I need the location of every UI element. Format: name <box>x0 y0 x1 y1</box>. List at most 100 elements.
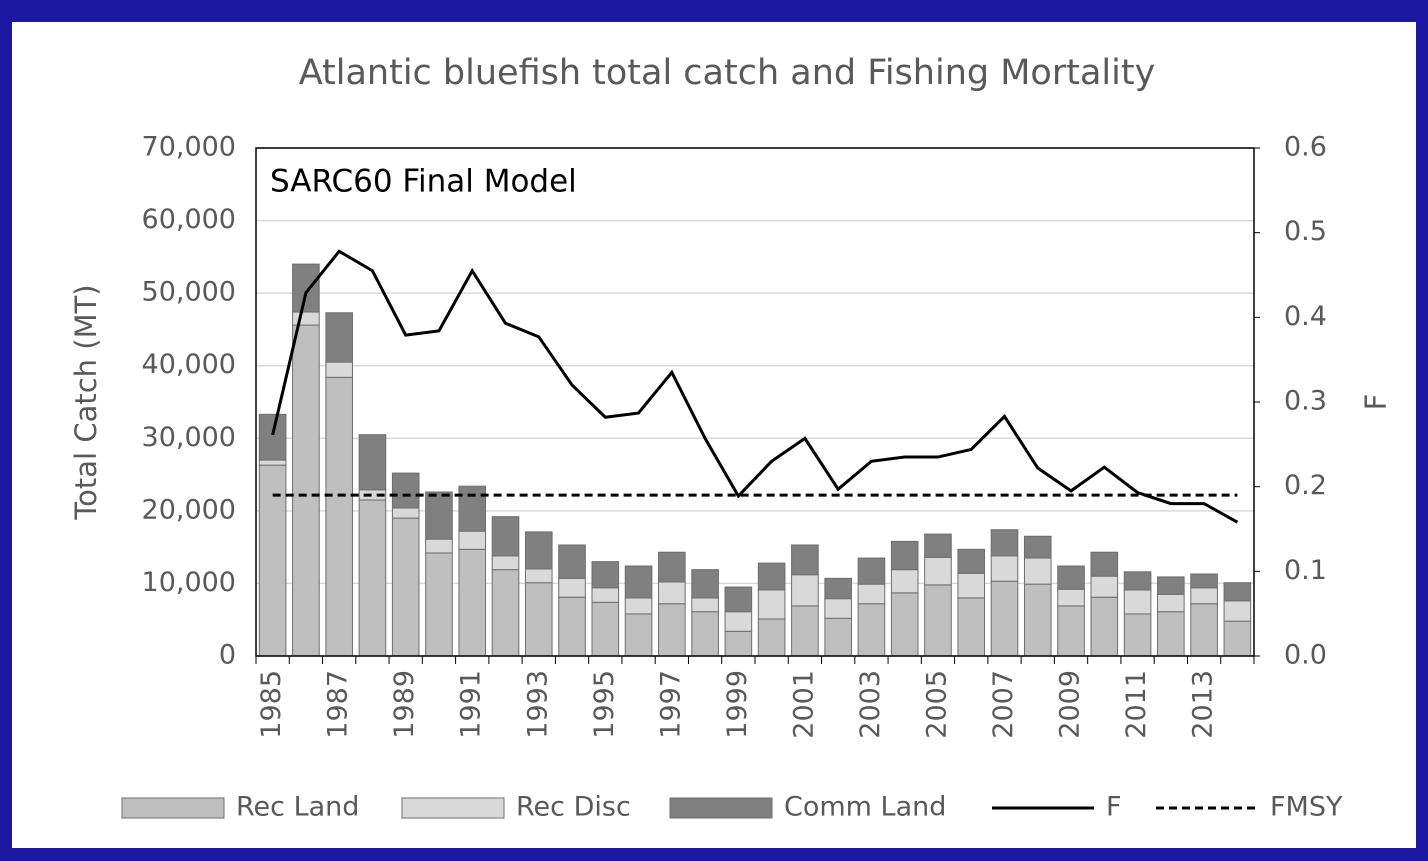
legend-label: Rec Disc <box>516 792 631 823</box>
y2-tick-label: 0.2 <box>1284 470 1327 501</box>
bar-segment <box>425 538 453 554</box>
y2-tick-label: 0.0 <box>1284 640 1327 671</box>
bar-segment <box>358 499 387 657</box>
bar-segment <box>1123 613 1152 657</box>
bar-segment <box>890 592 919 657</box>
y2-tick-label: 0.1 <box>1284 555 1327 586</box>
bar-segment <box>491 555 520 571</box>
bar-segment <box>1023 535 1052 559</box>
y2-tick-label: 0.3 <box>1284 386 1327 417</box>
x-tick-label: 1999 <box>722 670 753 739</box>
bar-segment <box>1057 565 1085 590</box>
y2-axis-label: F <box>1359 394 1393 411</box>
bar-segment <box>1057 605 1085 657</box>
bar-segment <box>258 413 287 461</box>
bar-segment <box>391 517 420 657</box>
bar-segment <box>957 572 986 599</box>
bar-segment <box>957 548 986 574</box>
bar-segment <box>1157 576 1185 595</box>
bar-segment <box>624 597 653 615</box>
bar-segment <box>491 569 520 657</box>
x-tick-label: 1995 <box>589 670 620 739</box>
bar-segment <box>724 586 753 613</box>
y2-tick-label: 0.5 <box>1284 216 1327 247</box>
bar-segment <box>791 605 819 657</box>
x-tick-label: 1987 <box>323 670 354 739</box>
bar-segment <box>990 580 1019 657</box>
x-tick-label: 2001 <box>788 670 819 739</box>
bar-segment <box>1157 611 1185 657</box>
bar-segment <box>724 611 753 632</box>
bar-segment <box>358 434 387 491</box>
y-tick-label: 20,000 <box>142 494 236 525</box>
legend-swatch <box>401 797 505 819</box>
bar-segment <box>524 582 553 657</box>
bar-segment <box>957 597 986 657</box>
bar-segment <box>325 361 353 378</box>
bar-segment <box>425 552 453 657</box>
x-tick-label: 2007 <box>988 670 1019 739</box>
bar-segment <box>791 574 819 607</box>
bar-segment <box>491 516 520 557</box>
x-tick-label: 2013 <box>1188 670 1219 739</box>
bar-segment <box>924 584 952 657</box>
legend-swatch <box>121 797 225 819</box>
x-tick-label: 2009 <box>1055 670 1086 739</box>
bar-segment <box>658 551 686 583</box>
y2-tick-label: 0.6 <box>1284 132 1327 163</box>
bar-segment <box>1190 603 1218 657</box>
bar-segment <box>624 613 653 657</box>
bar-segment <box>591 587 620 603</box>
x-tick-label: 1997 <box>655 670 686 739</box>
bar-segment <box>425 491 453 540</box>
legend-label: Comm Land <box>784 792 946 823</box>
y-tick-label: 0 <box>219 640 236 671</box>
annotation: SARC60 Final Model <box>270 164 577 200</box>
bar-segment <box>824 577 852 600</box>
y-tick-label: 40,000 <box>142 349 236 380</box>
bar-segment <box>1123 571 1152 591</box>
bar-segment <box>1090 551 1119 577</box>
chart-title: Atlantic bluefish total catch and Fishin… <box>299 53 1156 93</box>
legend-swatch <box>669 797 773 819</box>
bar-segment <box>724 630 753 657</box>
bar-segment <box>524 568 553 584</box>
bar-segment <box>458 485 487 532</box>
y-tick-label: 50,000 <box>142 277 236 308</box>
bar-segment <box>890 540 919 571</box>
bar-segment <box>1123 589 1152 615</box>
bar-segment <box>1023 583 1052 657</box>
bar-segment <box>824 598 852 619</box>
x-tick-label: 1991 <box>456 670 487 739</box>
bar-segment <box>1090 596 1119 657</box>
bar-segment <box>258 459 287 466</box>
y-tick-label: 10,000 <box>142 567 236 598</box>
bar-segment <box>990 555 1019 582</box>
x-tick-label: 1989 <box>389 670 420 739</box>
legend-label: Rec Land <box>236 792 359 823</box>
y2-tick-label: 0.4 <box>1284 301 1327 332</box>
bar-segment <box>1223 600 1252 622</box>
bar-segment <box>524 531 553 570</box>
bar-segment <box>924 533 952 558</box>
bar-segment <box>691 597 719 613</box>
bar-segment <box>824 617 852 657</box>
bar-segment <box>757 562 786 591</box>
slide-panel <box>12 22 1416 848</box>
bar-segment <box>1223 620 1252 657</box>
legend-label: F <box>1106 792 1122 823</box>
bar-segment <box>791 544 819 576</box>
bar-segment <box>325 312 353 363</box>
bar-segment <box>1223 582 1252 602</box>
x-tick-label: 2005 <box>921 670 952 739</box>
bar-segment <box>1057 588 1085 607</box>
bar-segment <box>691 611 719 657</box>
bar-segment <box>857 557 886 585</box>
legend-label: FMSY <box>1270 792 1343 823</box>
x-tick-label: 1985 <box>256 670 287 739</box>
bar-segment <box>757 618 786 657</box>
line-series <box>271 249 1239 524</box>
bar-segment <box>591 561 620 589</box>
